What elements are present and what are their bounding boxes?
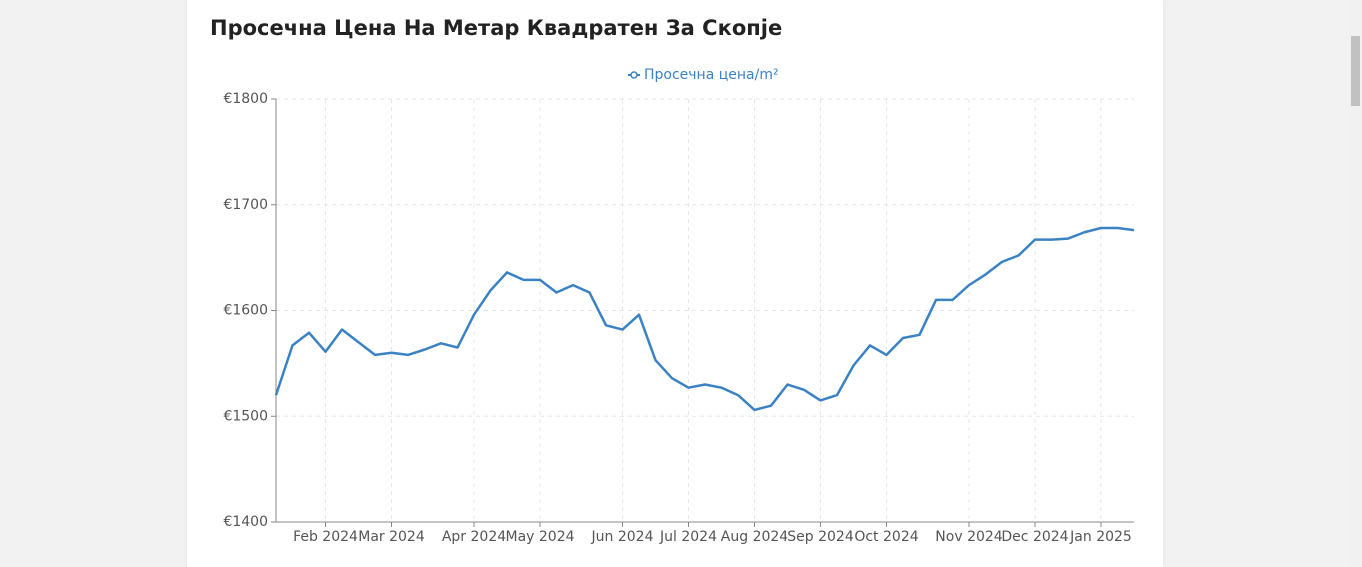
chart-title: Просечна Цена На Метар Квадратен За Скоп… — [210, 16, 782, 40]
x-tick-label: Jan 2025 — [1069, 529, 1132, 545]
y-tick-label: €1800 — [223, 91, 268, 107]
x-tick-label: Mar 2024 — [358, 529, 425, 545]
x-tick-label: Nov 2024 — [935, 529, 1002, 545]
x-tick-label: Feb 2024 — [293, 529, 358, 545]
x-tick-label: May 2024 — [505, 529, 574, 545]
y-tick-label: €1600 — [223, 303, 268, 319]
card — [187, 0, 1163, 567]
x-tick-label: Oct 2024 — [854, 529, 918, 545]
x-tick-label: Sep 2024 — [787, 529, 854, 545]
x-tick-label: Jun 2024 — [591, 529, 654, 545]
line — [274, 226, 1135, 412]
x-tick-label: Aug 2024 — [721, 529, 789, 545]
x-tick-label: Apr 2024 — [442, 529, 506, 545]
scrollbar[interactable] — [1348, 0, 1362, 567]
y-tick-label: €1700 — [223, 197, 268, 213]
scroll-thumb[interactable] — [1351, 36, 1360, 106]
y-tick-label: €1500 — [223, 408, 268, 424]
legend-label: Просечна цена/m² — [644, 67, 779, 83]
x-tick-label: Dec 2024 — [1001, 529, 1068, 545]
x-tick-label: Jul 2024 — [659, 529, 717, 545]
y-tick-label: €1400 — [223, 514, 268, 530]
legend-marker — [630, 71, 638, 79]
